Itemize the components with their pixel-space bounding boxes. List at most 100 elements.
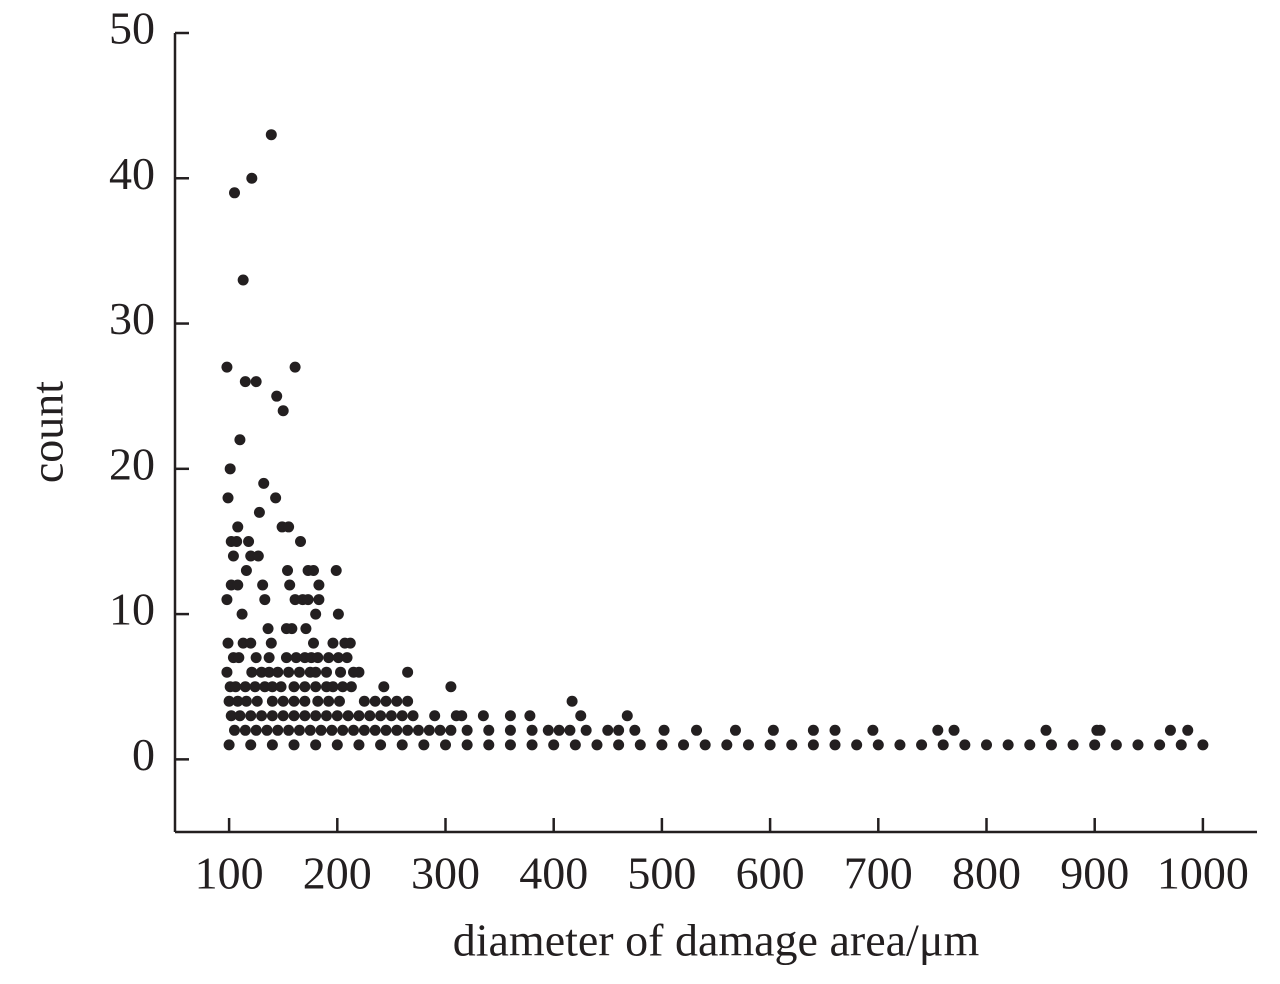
data-point xyxy=(402,724,414,736)
data-point xyxy=(1110,739,1122,751)
data-point xyxy=(981,739,992,751)
data-point xyxy=(239,681,251,693)
data-point xyxy=(691,724,703,736)
data-point xyxy=(1182,724,1194,736)
data-point xyxy=(224,463,236,475)
data-point xyxy=(621,710,633,722)
data-point xyxy=(721,739,733,751)
data-point xyxy=(564,724,576,736)
data-point xyxy=(295,535,307,547)
x-tick-label: 100 xyxy=(195,848,264,899)
data-point xyxy=(313,594,325,606)
data-point xyxy=(331,710,343,722)
data-point xyxy=(320,666,332,678)
data-point xyxy=(916,739,928,751)
data-point xyxy=(299,681,311,693)
x-tick-label: 500 xyxy=(627,848,696,899)
data-point xyxy=(327,637,339,649)
data-point xyxy=(245,710,257,722)
data-point xyxy=(461,739,473,751)
data-point xyxy=(232,695,244,707)
data-point xyxy=(245,637,257,649)
data-point xyxy=(378,681,390,693)
data-point xyxy=(580,724,592,736)
data-point xyxy=(232,579,244,591)
data-point xyxy=(239,376,251,388)
data-point xyxy=(277,405,289,417)
data-point xyxy=(240,565,252,577)
data-point xyxy=(327,681,339,693)
data-point xyxy=(265,129,277,141)
data-point xyxy=(277,710,289,722)
data-point xyxy=(634,739,646,751)
x-tick-label: 600 xyxy=(736,848,805,899)
data-point xyxy=(250,724,262,736)
data-point xyxy=(290,652,302,664)
data-point xyxy=(429,710,441,722)
data-point xyxy=(288,681,300,693)
data-point xyxy=(380,724,392,736)
data-point xyxy=(310,681,322,693)
data-point xyxy=(569,739,581,751)
data-point xyxy=(307,565,319,577)
data-point xyxy=(288,710,300,722)
x-tick-label: 700 xyxy=(844,848,913,899)
data-point xyxy=(333,695,345,707)
data-point xyxy=(353,710,365,722)
data-point xyxy=(258,477,270,489)
data-point xyxy=(289,594,301,606)
data-point xyxy=(461,724,473,736)
data-point xyxy=(699,739,711,751)
data-point xyxy=(300,623,312,635)
data-point xyxy=(337,724,349,736)
data-point xyxy=(323,652,335,664)
data-point xyxy=(307,637,319,649)
data-point xyxy=(222,637,234,649)
data-point xyxy=(263,666,275,678)
data-point xyxy=(261,724,273,736)
data-point xyxy=(237,274,249,286)
data-point xyxy=(288,695,300,707)
data-point xyxy=(320,710,332,722)
data-point xyxy=(729,724,741,736)
data-point xyxy=(230,681,242,693)
data-point xyxy=(764,739,776,751)
data-point xyxy=(283,521,295,533)
data-point xyxy=(504,724,516,736)
data-point xyxy=(280,652,292,664)
data-point xyxy=(223,739,235,751)
x-tick-label: 900 xyxy=(1060,848,1129,899)
data-point xyxy=(656,739,668,751)
data-point xyxy=(344,637,356,649)
data-point xyxy=(302,594,314,606)
data-point xyxy=(375,710,387,722)
x-tick-label: 800 xyxy=(952,848,1021,899)
data-point xyxy=(1045,739,1057,751)
data-point xyxy=(786,739,798,751)
data-point xyxy=(266,695,278,707)
data-point xyxy=(236,608,248,620)
x-tick-label: 300 xyxy=(411,848,480,899)
data-point xyxy=(286,623,298,635)
data-point xyxy=(894,739,906,751)
data-point xyxy=(223,695,235,707)
y-tick-label: 0 xyxy=(132,729,155,780)
data-point xyxy=(1094,724,1106,736)
data-point xyxy=(259,594,271,606)
data-point xyxy=(353,666,365,678)
x-tick-label: 200 xyxy=(303,848,372,899)
data-point xyxy=(566,695,578,707)
data-point xyxy=(315,724,327,736)
data-point xyxy=(245,550,257,562)
data-point xyxy=(225,710,237,722)
data-point xyxy=(524,710,536,722)
data-point xyxy=(282,565,294,577)
data-point xyxy=(807,739,819,751)
data-point xyxy=(504,739,516,751)
data-point xyxy=(1164,724,1176,736)
data-point xyxy=(265,637,277,649)
data-point xyxy=(266,739,278,751)
data-point xyxy=(289,361,301,373)
data-point xyxy=(337,681,349,693)
data-point xyxy=(445,724,457,736)
